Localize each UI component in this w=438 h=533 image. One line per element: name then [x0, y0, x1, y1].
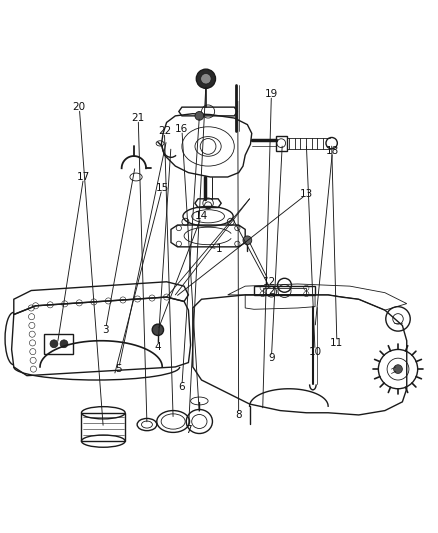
Text: 16: 16: [175, 124, 188, 134]
Text: 7: 7: [185, 425, 192, 435]
Circle shape: [60, 340, 68, 348]
Text: 22: 22: [158, 126, 171, 136]
Text: 20: 20: [73, 102, 86, 112]
Text: 11: 11: [330, 338, 343, 348]
Text: 21: 21: [131, 113, 145, 123]
Text: 17: 17: [77, 172, 90, 182]
Text: 4: 4: [155, 342, 161, 352]
Text: 15: 15: [155, 183, 169, 193]
Text: 8: 8: [235, 410, 242, 420]
Text: 14: 14: [195, 211, 208, 221]
Circle shape: [196, 69, 215, 88]
Text: 12: 12: [263, 277, 276, 287]
Circle shape: [152, 324, 163, 335]
Text: 2: 2: [268, 286, 275, 295]
Circle shape: [394, 365, 403, 374]
Text: 3: 3: [102, 325, 109, 335]
Text: 5: 5: [115, 364, 122, 374]
Text: 6: 6: [179, 382, 185, 392]
Circle shape: [195, 111, 204, 120]
Circle shape: [201, 74, 211, 84]
Text: 19: 19: [265, 89, 278, 99]
Text: 18: 18: [326, 146, 339, 156]
Circle shape: [50, 340, 58, 348]
Text: 13: 13: [300, 189, 313, 199]
Text: 10: 10: [308, 346, 321, 357]
Circle shape: [243, 236, 252, 245]
Text: 1: 1: [215, 244, 223, 254]
Text: 9: 9: [268, 353, 275, 363]
